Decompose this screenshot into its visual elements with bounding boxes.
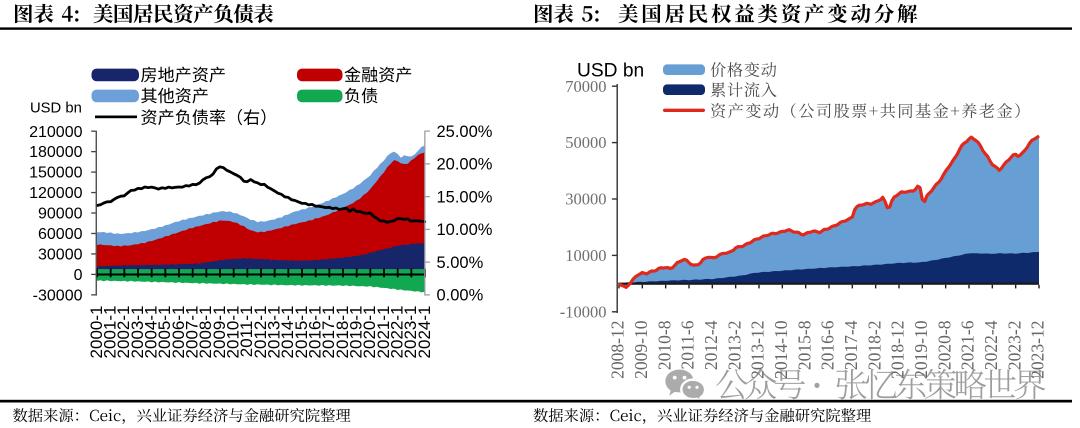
svg-text:15.00%: 15.00%: [437, 188, 493, 206]
svg-text:2000-1: 2000-1: [87, 306, 106, 359]
svg-text:2009-1: 2009-1: [210, 306, 229, 359]
svg-text:30000: 30000: [38, 247, 83, 264]
svg-text:2020-1: 2020-1: [360, 306, 379, 359]
svg-text:2010-1: 2010-1: [224, 306, 243, 359]
svg-text:2018-12: 2018-12: [888, 321, 908, 379]
svg-text:2016-6: 2016-6: [818, 320, 838, 370]
svg-text:0: 0: [74, 267, 83, 284]
svg-text:2018-1: 2018-1: [333, 306, 352, 359]
svg-text:2014-10: 2014-10: [771, 320, 791, 379]
svg-text:2018-2: 2018-2: [864, 321, 884, 371]
svg-text:2023-2: 2023-2: [1004, 321, 1024, 371]
svg-text:10000: 10000: [565, 246, 606, 265]
svg-text:2023-12: 2023-12: [1028, 321, 1048, 379]
svg-text:120000: 120000: [29, 185, 82, 202]
svg-text:2015-1: 2015-1: [292, 306, 311, 359]
svg-text:2014-1: 2014-1: [278, 306, 297, 359]
svg-text:2015-8: 2015-8: [794, 320, 814, 370]
svg-text:25.00%: 25.00%: [437, 123, 493, 141]
svg-text:210000: 210000: [29, 124, 82, 141]
svg-text:2017-1: 2017-1: [319, 306, 338, 359]
svg-text:180000: 180000: [29, 144, 82, 161]
svg-text:-10000: -10000: [560, 302, 607, 321]
svg-text:2024-1: 2024-1: [415, 306, 434, 359]
svg-text:2013-1: 2013-1: [265, 306, 284, 359]
svg-text:2011-1: 2011-1: [237, 306, 256, 358]
svg-text:50000: 50000: [565, 133, 606, 152]
svg-text:2010-8: 2010-8: [654, 320, 674, 370]
svg-text:5.00%: 5.00%: [437, 254, 484, 272]
svg-text:2008-1: 2008-1: [196, 306, 215, 359]
svg-text:2017-4: 2017-4: [841, 320, 861, 370]
svg-text:2013-12: 2013-12: [748, 321, 768, 379]
svg-text:2022-1: 2022-1: [388, 306, 407, 359]
svg-text:2012-4: 2012-4: [701, 320, 721, 370]
svg-text:2008-12: 2008-12: [608, 321, 628, 379]
svg-text:2007-1: 2007-1: [183, 306, 202, 359]
svg-text:70000: 70000: [565, 77, 606, 96]
svg-text:20.00%: 20.00%: [437, 156, 493, 174]
svg-text:2004-1: 2004-1: [142, 306, 161, 359]
svg-text:2001-1: 2001-1: [101, 306, 120, 359]
svg-text:2011-6: 2011-6: [678, 320, 698, 369]
svg-text:2020-8: 2020-8: [934, 320, 954, 370]
svg-text:-30000: -30000: [33, 288, 83, 305]
svg-text:2019-10: 2019-10: [911, 320, 931, 379]
svg-text:2006-1: 2006-1: [169, 306, 188, 359]
svg-text:USD bn: USD bn: [30, 101, 82, 117]
svg-text:30000: 30000: [565, 190, 606, 209]
svg-text:0.00%: 0.00%: [437, 287, 484, 305]
svg-text:2012-1: 2012-1: [251, 306, 270, 359]
svg-text:2016-1: 2016-1: [306, 306, 325, 359]
svg-text:2022-4: 2022-4: [981, 320, 1001, 370]
svg-text:2002-1: 2002-1: [114, 306, 133, 359]
svg-text:2021-1: 2021-1: [374, 306, 393, 359]
svg-text:2023-1: 2023-1: [401, 306, 420, 359]
svg-text:2021-6: 2021-6: [958, 320, 978, 370]
svg-text:150000: 150000: [29, 165, 82, 182]
svg-text:90000: 90000: [38, 206, 83, 223]
svg-text:2009-10: 2009-10: [631, 320, 651, 379]
svg-text:60000: 60000: [38, 226, 83, 243]
svg-text:10.00%: 10.00%: [437, 221, 493, 239]
svg-text:2005-1: 2005-1: [155, 306, 174, 359]
svg-text:2013-2: 2013-2: [724, 321, 744, 371]
svg-text:2003-1: 2003-1: [128, 306, 147, 359]
svg-text:2019-1: 2019-1: [347, 306, 366, 359]
svg-text:USD bn: USD bn: [577, 61, 644, 82]
